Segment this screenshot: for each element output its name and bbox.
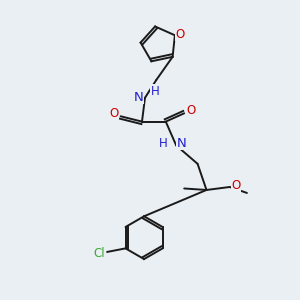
Text: Cl: Cl <box>93 247 105 260</box>
Text: H: H <box>159 136 168 149</box>
Text: O: O <box>232 179 241 192</box>
Text: O: O <box>186 104 195 117</box>
Text: N: N <box>134 91 143 104</box>
Text: N: N <box>177 136 186 149</box>
Text: H: H <box>151 85 160 98</box>
Text: O: O <box>110 107 119 120</box>
Text: O: O <box>176 28 185 40</box>
